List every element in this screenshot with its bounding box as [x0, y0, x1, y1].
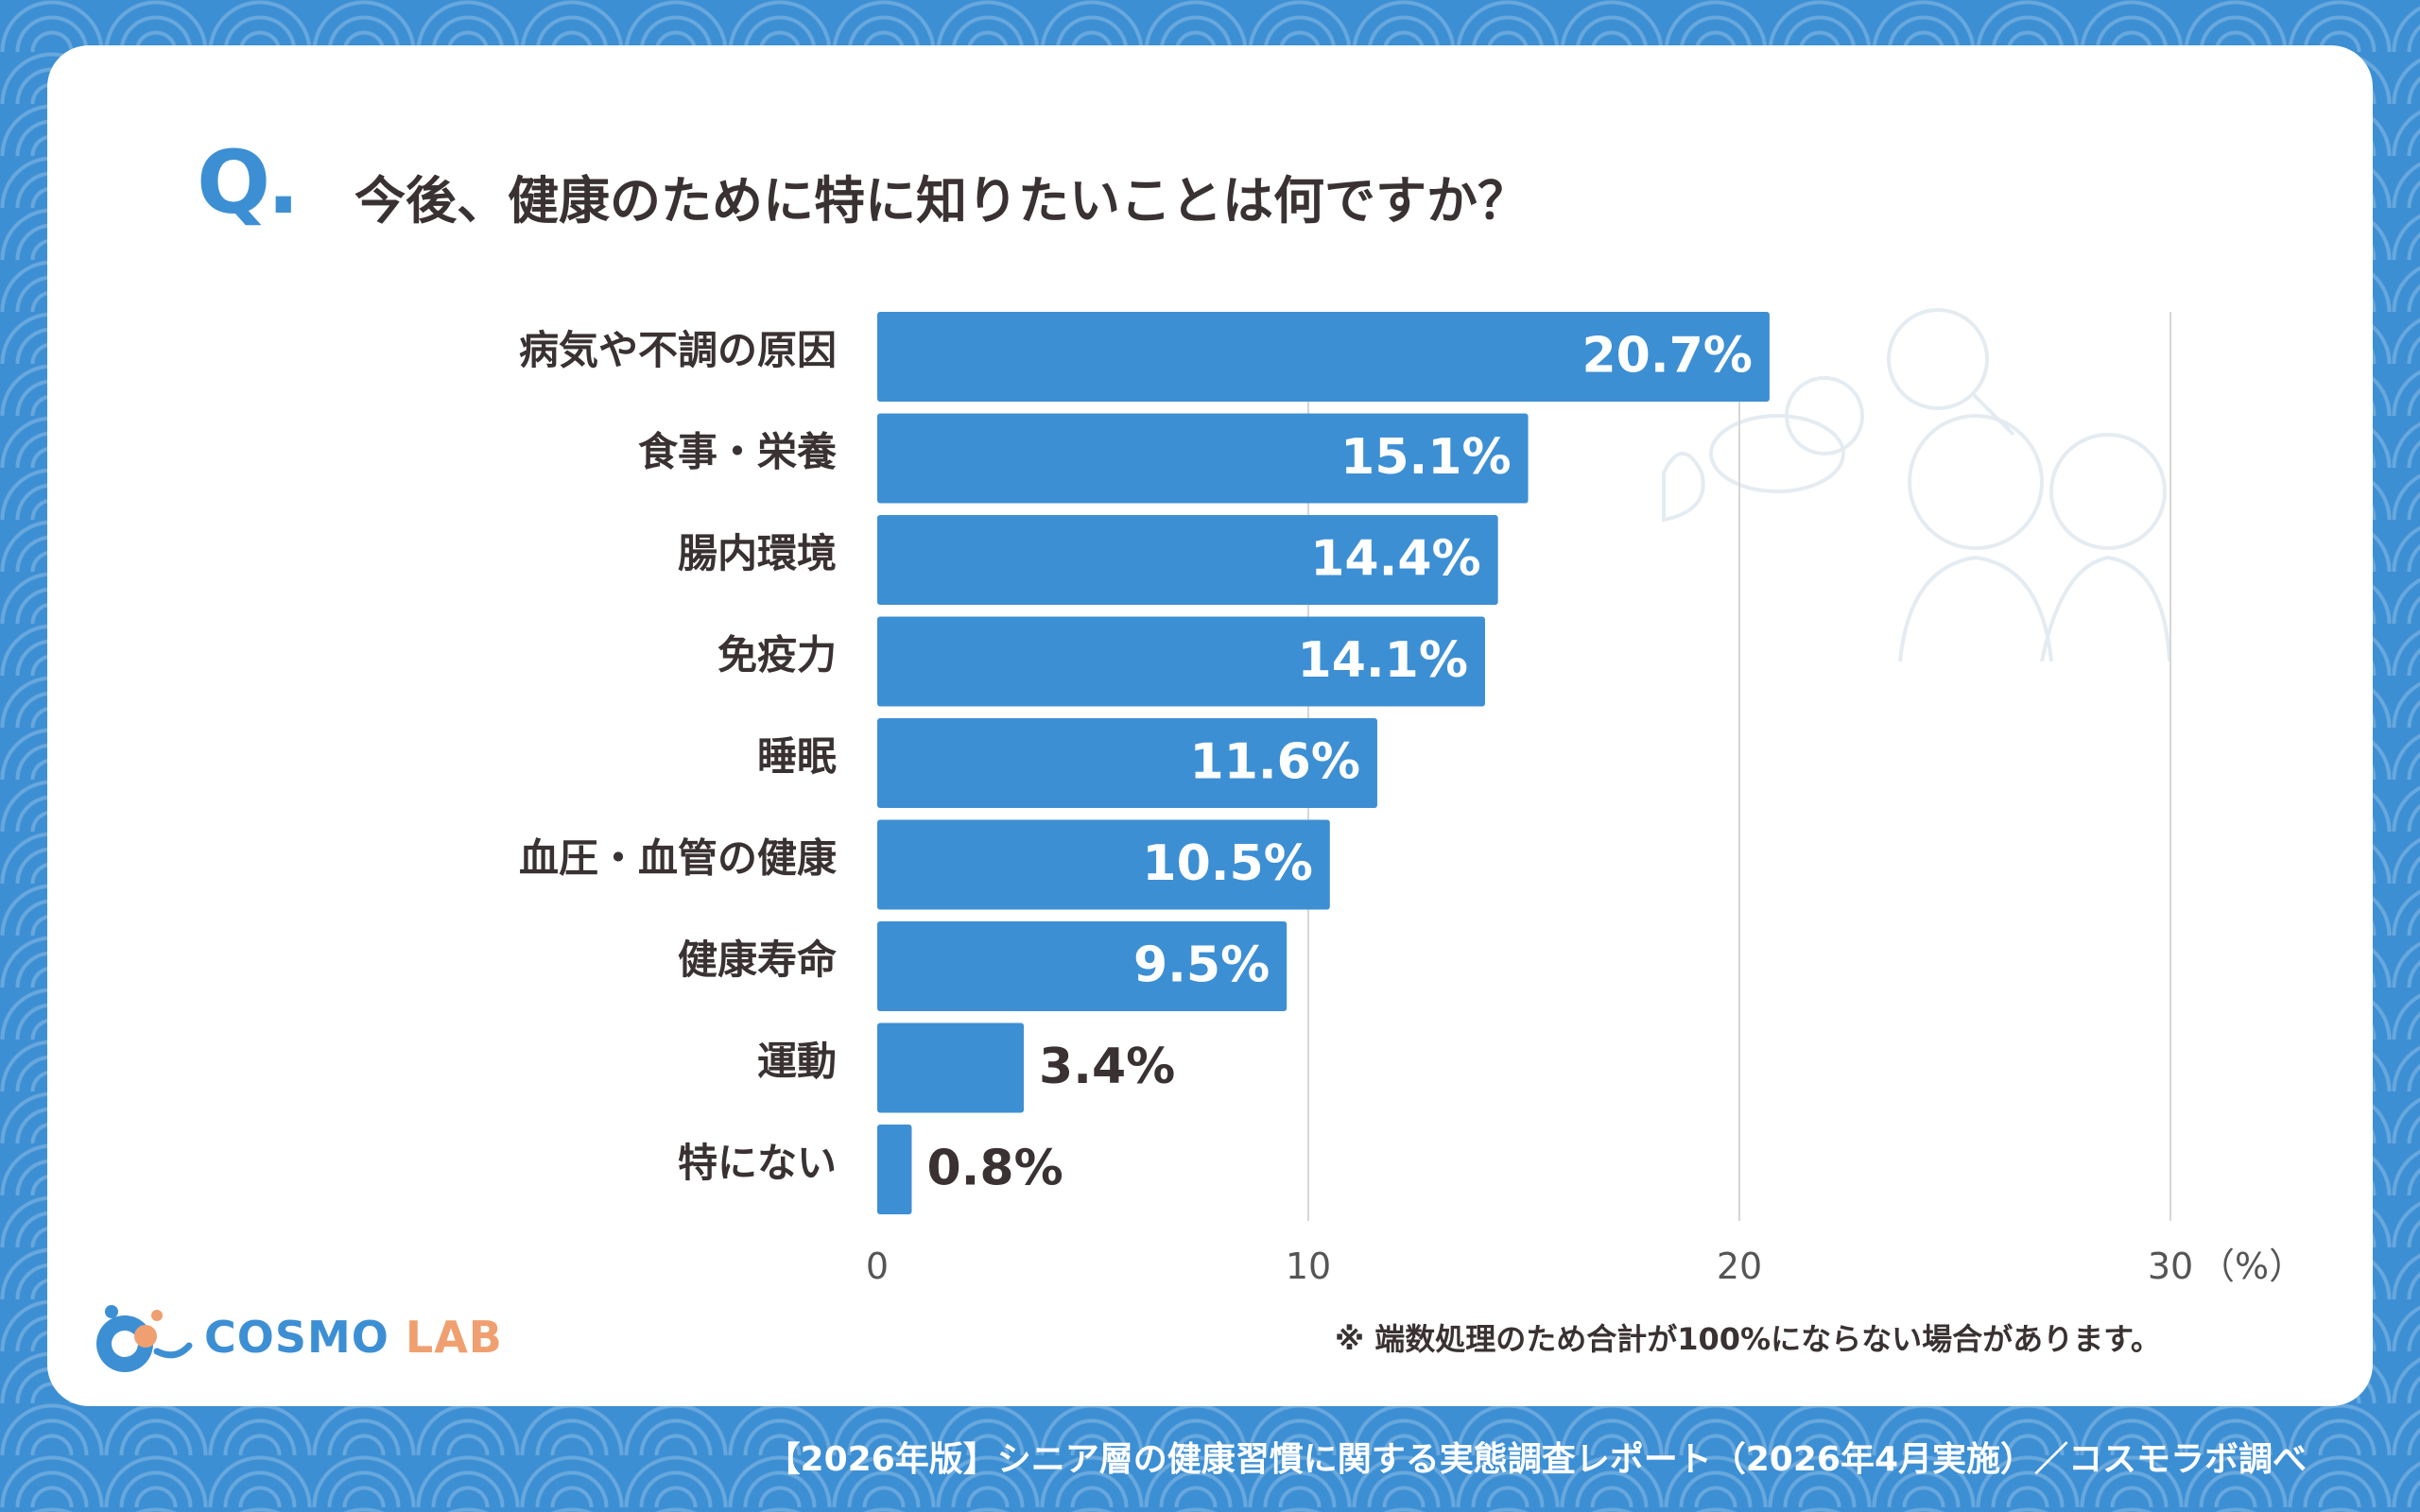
value-labels: 20.7% 15.1% 14.4% 14.1% 11.6% 10.5% 9.5% 3.4% 0.… — [926, 328, 1752, 1197]
x-tick-label: 20 — [1717, 1246, 1762, 1287]
value-label: 9.5% — [1133, 937, 1270, 994]
bar — [877, 616, 1485, 707]
value-label: 20.7% — [1582, 328, 1753, 385]
x-axis-unit: （%） — [2199, 1246, 2305, 1287]
logo-text-main: COSMO — [204, 1312, 389, 1363]
logo-text: COSMO LAB — [204, 1312, 503, 1363]
value-label: 15.1% — [1340, 429, 1511, 486]
bar — [877, 819, 1330, 910]
bar — [877, 312, 1770, 402]
value-label: 3.4% — [1039, 1039, 1175, 1095]
category-label: 特にない — [678, 1140, 837, 1186]
category-label: 血圧・血管の健康 — [519, 835, 837, 882]
category-label: 食事・栄養 — [638, 429, 837, 475]
category-label: 睡眠 — [757, 733, 837, 780]
category-label: 運動 — [757, 1039, 837, 1085]
value-label: 11.6% — [1190, 734, 1360, 791]
category-label: 健康寿命 — [678, 936, 837, 983]
logo-text-sub: LAB — [405, 1312, 503, 1363]
value-label: 14.1% — [1298, 632, 1468, 689]
question-title: 今後、健康のために特に知りたいことは何ですか？ — [354, 171, 1529, 231]
category-label: 病気や不調の原因 — [519, 327, 837, 373]
x-axis-ticks: 0 10 20 30 （%） — [866, 1246, 2305, 1287]
footer-source: 【2026年版】シニア層の健康習慣に関する実態調査レポート（2026年4月実施）… — [766, 1440, 2307, 1479]
x-tick-label: 0 — [866, 1246, 889, 1287]
category-label: 免疫力 — [717, 632, 837, 679]
bar — [877, 515, 1498, 605]
footnote: ※ 端数処理のため合計が100%にならない場合があります。 — [1335, 1321, 2161, 1357]
x-tick-label: 30 — [2148, 1246, 2193, 1287]
bar — [877, 1125, 912, 1214]
value-label: 10.5% — [1142, 835, 1312, 892]
bars — [877, 312, 1770, 1214]
value-label: 14.4% — [1310, 531, 1480, 588]
bar — [877, 413, 1529, 504]
cosmo-lab-logo: COSMO LAB — [91, 1295, 502, 1380]
decorative-seniors-illustration — [1662, 308, 2171, 662]
question-mark: Q. — [197, 132, 300, 233]
bar — [877, 921, 1288, 1011]
cosmo-lab-logo-icon — [96, 1305, 193, 1372]
bar — [877, 718, 1377, 808]
bar — [877, 1022, 1025, 1113]
x-tick-label: 10 — [1286, 1246, 1331, 1287]
category-label: 腸内環境 — [678, 530, 837, 576]
value-label: 0.8% — [926, 1141, 1063, 1197]
